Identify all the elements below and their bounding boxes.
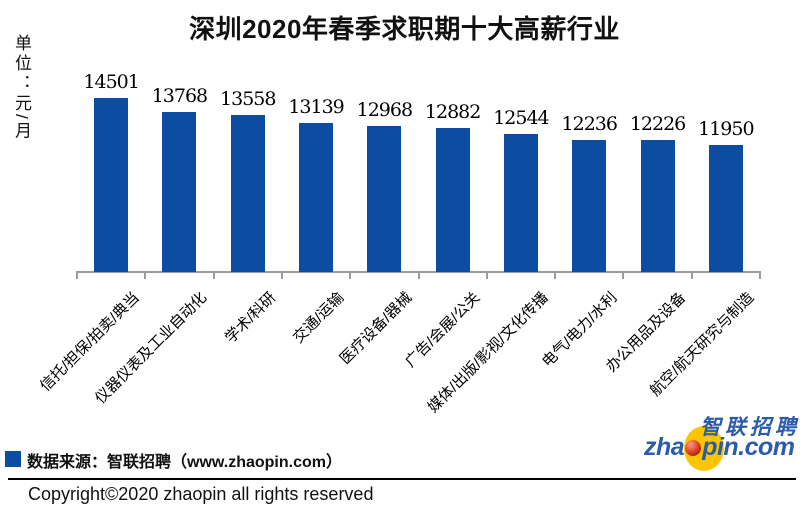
logo-wordmark-prefix: zha xyxy=(644,433,685,461)
logo-wordmark: zha pin.com xyxy=(644,433,795,462)
zhaopin-logo: 智联招聘 zha pin.com xyxy=(640,406,808,476)
axis-tick xyxy=(212,272,215,279)
bar-value-label: 13558 xyxy=(220,88,276,110)
footer-divider xyxy=(8,478,796,480)
axis-tick xyxy=(417,272,420,279)
bar xyxy=(230,115,265,272)
bar xyxy=(162,112,197,272)
logo-red-ball-icon xyxy=(685,440,702,456)
logo-chinese-name: 智联招聘 xyxy=(700,416,800,439)
data-source-label: 数据来源：智联招聘（www.zhaopin.com） xyxy=(27,454,342,471)
bar-value-label: 12236 xyxy=(561,113,618,135)
x-axis-category-label: 学术/科研 xyxy=(221,289,279,347)
copyright-text: Copyright©2020 zhaopin all rights reserv… xyxy=(28,484,374,504)
bar-value-label: 13139 xyxy=(288,96,344,118)
bar xyxy=(708,145,743,272)
chart-title: 深圳2020年春季求职期十大高薪行业 xyxy=(189,14,620,44)
bar xyxy=(299,123,334,272)
bar xyxy=(503,134,538,272)
bar-value-label: 14501 xyxy=(83,71,139,93)
axis-tick xyxy=(485,272,488,279)
axis-tick xyxy=(76,272,78,279)
axis-tick xyxy=(690,272,693,279)
axis-tick xyxy=(554,272,557,279)
bar-value-label: 11950 xyxy=(698,118,754,140)
axis-tick xyxy=(349,272,352,279)
legend-color-swatch xyxy=(5,451,21,467)
bar-value-label: 12544 xyxy=(493,107,549,129)
axis-tick xyxy=(280,272,283,279)
y-axis-unit-label: 单位：元/月 xyxy=(12,34,31,142)
bar xyxy=(640,140,675,272)
logo-wordmark-suffix: pin.com xyxy=(702,433,795,461)
bar xyxy=(435,128,470,272)
axis-tick xyxy=(622,272,625,279)
bar-value-label: 12226 xyxy=(629,113,686,135)
bar xyxy=(367,126,402,272)
bar xyxy=(572,140,607,272)
bar-value-label: 12882 xyxy=(424,101,481,123)
axis-tick xyxy=(144,272,147,279)
axis-tick xyxy=(759,272,761,279)
bar xyxy=(94,98,129,272)
x-axis-category-label: 交通/运输 xyxy=(289,289,348,347)
x-axis-category-label: 媒体/出版/影视/文化传播 xyxy=(425,289,553,417)
bar-value-label: 12968 xyxy=(356,99,413,121)
bar-value-label: 13768 xyxy=(151,85,208,107)
